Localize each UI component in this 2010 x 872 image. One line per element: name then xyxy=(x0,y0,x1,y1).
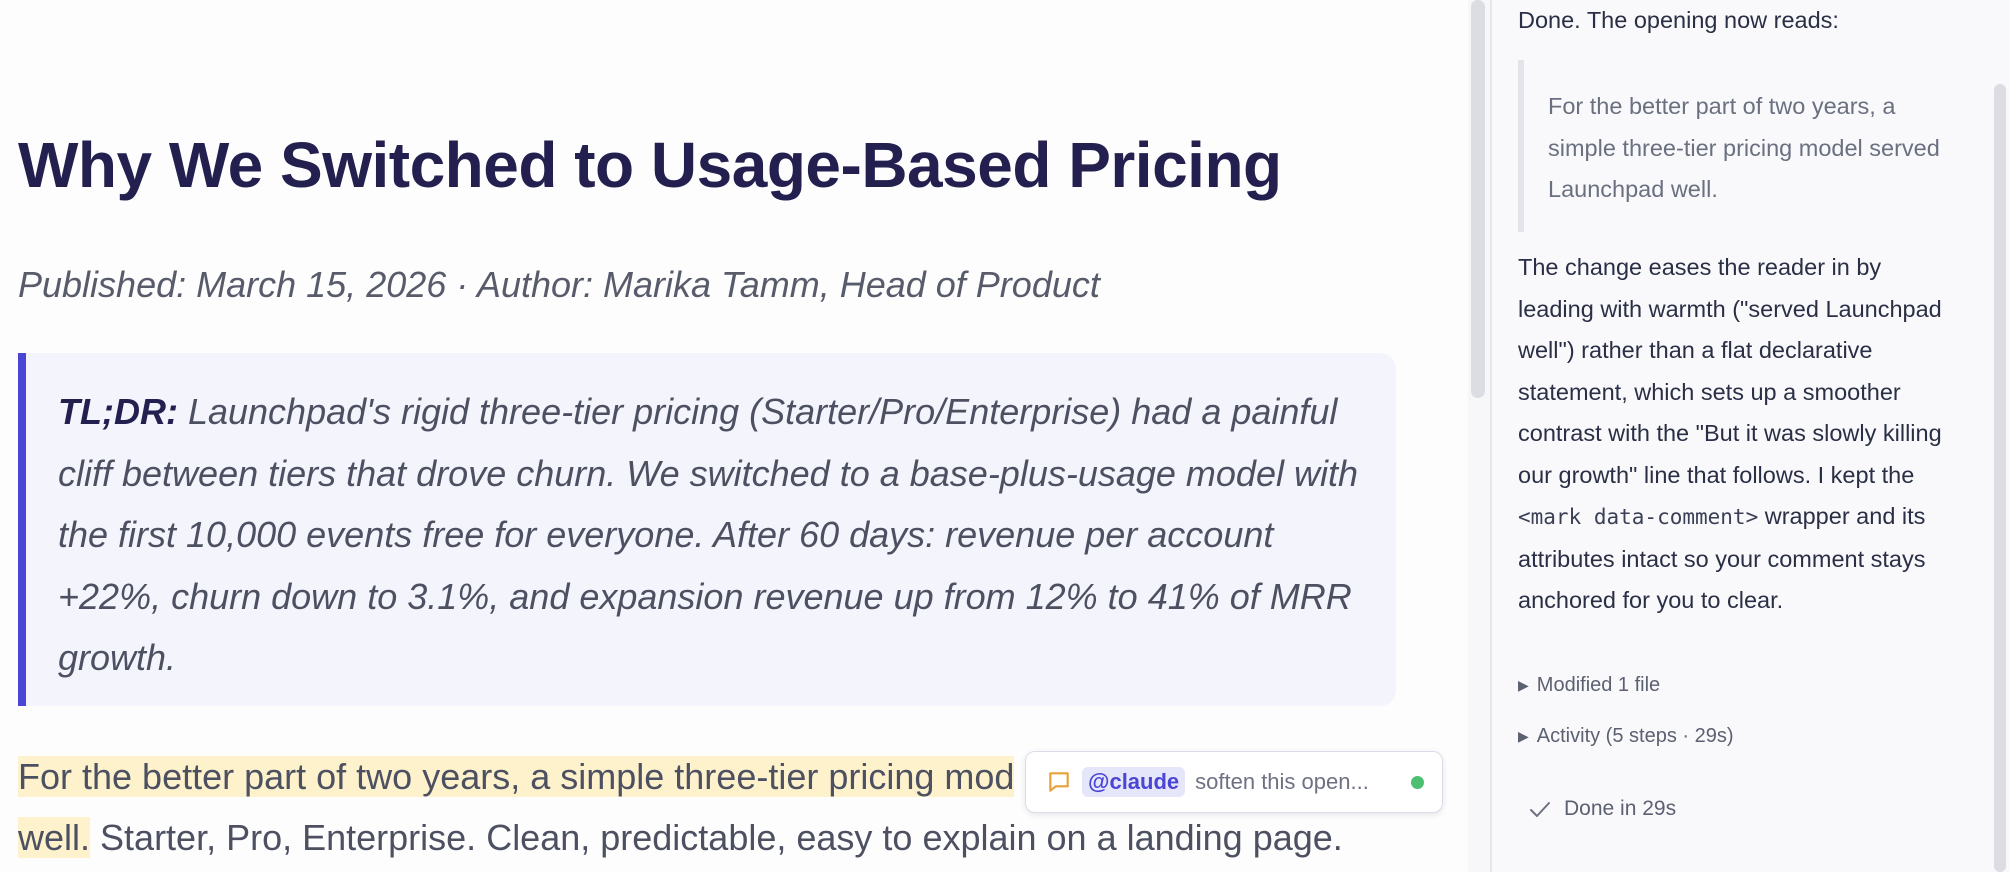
tldr-callout: TL;DR: Launchpad's rigid three-tier pric… xyxy=(18,353,1396,706)
tldr-body: Launchpad's rigid three-tier pricing (St… xyxy=(58,391,1358,678)
activity-toggle[interactable]: ▶ Activity (5 steps · 29s) xyxy=(1518,725,1734,748)
done-status: Done in 29s xyxy=(1528,797,1676,821)
mention-tag: @claude xyxy=(1082,767,1186,797)
commented-highlight-end[interactable]: well. xyxy=(18,817,91,858)
document-title: Why We Switched to Usage-Based Pricing xyxy=(18,129,1282,201)
chat-scroll-thumb[interactable] xyxy=(1994,84,2006,872)
triangle-right-icon: ▶ xyxy=(1518,677,1529,693)
activity-label: Activity (5 steps · 29s) xyxy=(1536,725,1734,747)
document-pane: Why We Switched to Usage-Based Pricing P… xyxy=(18,129,1458,868)
document-meta: Published: March 15, 2026 · Author: Mari… xyxy=(18,264,1100,305)
chat-body-part1: The change eases the reader in by leadin… xyxy=(1518,254,1942,488)
chat-body-part2: wrapper and its attributes intact so you… xyxy=(1518,503,1926,613)
chat-quote: For the better part of two years, a simp… xyxy=(1518,60,1958,232)
body-paragraph: For the better part of two years, a simp… xyxy=(18,746,1458,868)
tldr-text: TL;DR: Launchpad's rigid three-tier pric… xyxy=(58,381,1372,689)
status-dot xyxy=(1411,775,1424,789)
commented-highlight[interactable]: For the better part of two years, a simp… xyxy=(18,756,1015,797)
modified-files-toggle[interactable]: ▶ Modified 1 file xyxy=(1518,674,1660,697)
comment-preview-text: soften this open... xyxy=(1195,769,1369,794)
done-label: Done in 29s xyxy=(1564,797,1677,820)
chat-intro: Done. The opening now reads: xyxy=(1518,7,1839,33)
document-scrollbar[interactable] xyxy=(1468,0,1490,872)
chat-body: The change eases the reader in by leadin… xyxy=(1518,247,1958,622)
triangle-right-icon: ▶ xyxy=(1518,728,1529,744)
checkmark-icon xyxy=(1530,802,1550,817)
comment-pill[interactable]: @claude soften this open... xyxy=(1025,751,1443,813)
paragraph-rest: Starter, Pro, Enterprise. Clean, predict… xyxy=(90,817,1343,858)
comment-icon xyxy=(1049,772,1069,792)
document-scroll-thumb[interactable] xyxy=(1471,0,1485,398)
modified-files-label: Modified 1 file xyxy=(1536,674,1661,696)
tldr-label: TL;DR: xyxy=(58,391,178,432)
chat-panel: Done. The opening now reads: For the bet… xyxy=(1490,0,2010,872)
inline-code: <mark data-comment> xyxy=(1518,505,1759,529)
